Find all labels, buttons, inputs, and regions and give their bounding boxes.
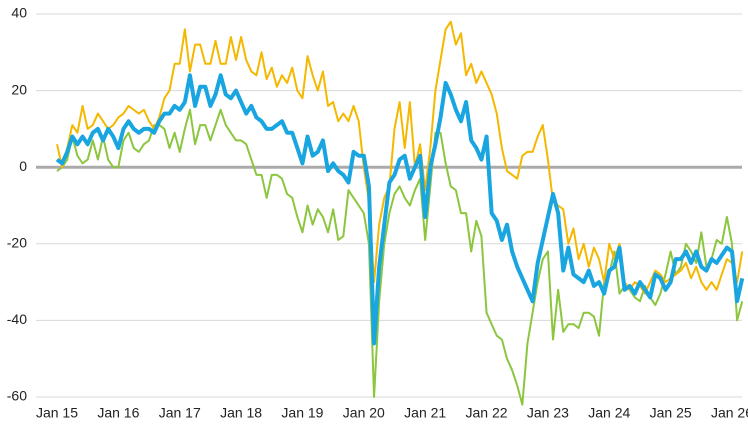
x-tick-label: Jan 16 bbox=[97, 405, 139, 421]
x-tick-label: Jan 22 bbox=[466, 405, 508, 421]
x-tick-label: Jan 17 bbox=[159, 405, 201, 421]
x-tick-label: Jan 19 bbox=[281, 405, 323, 421]
x-tick-label: Jan 25 bbox=[650, 405, 692, 421]
x-tick-label: Jan 20 bbox=[343, 405, 385, 421]
y-tick-label: 0 bbox=[19, 158, 27, 174]
series-line bbox=[56, 108, 744, 406]
y-tick-label: -20 bbox=[7, 235, 27, 251]
x-tick-label: Jan 18 bbox=[220, 405, 262, 421]
x-tick-label: Jan 26 bbox=[711, 405, 748, 421]
x-tick-label: Jan 23 bbox=[527, 405, 569, 421]
x-tick-label: Jan 15 bbox=[36, 405, 78, 421]
x-tick-label: Jan 21 bbox=[404, 405, 446, 421]
x-tick-label: Jan 24 bbox=[588, 405, 630, 421]
y-tick-label: -60 bbox=[7, 388, 27, 404]
y-tick-label: -40 bbox=[7, 311, 27, 327]
series-line bbox=[55, 73, 745, 346]
y-tick-label: 40 bbox=[11, 5, 27, 21]
y-tick-label: 20 bbox=[11, 81, 27, 97]
